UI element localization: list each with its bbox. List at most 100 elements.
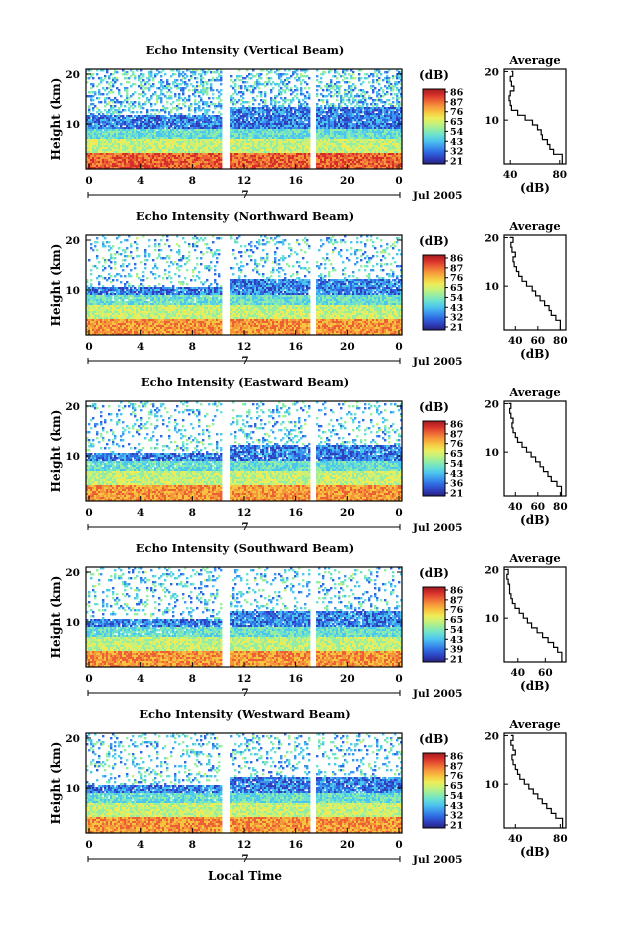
heatmap-cell: [308, 77, 310, 79]
heatmap-cell: [194, 73, 196, 75]
heatmap-cell: [126, 73, 128, 75]
heatmap-cell: [148, 79, 150, 81]
heatmap-cell: [164, 73, 166, 75]
heatmap-cell: [144, 103, 146, 105]
heatmap-cell: [242, 97, 244, 99]
heatmap-cell: [170, 97, 172, 99]
heatmap-cell: [128, 81, 130, 83]
heatmap-cell: [208, 109, 210, 111]
heatmap-cell: [260, 95, 262, 97]
heatmap-cell: [134, 105, 136, 107]
heatmap-cell: [208, 97, 210, 99]
heatmap-cell: [120, 83, 122, 85]
heatmap-cell: [116, 79, 118, 81]
heatmap-cell: [150, 105, 152, 107]
heatmap-cell: [150, 97, 152, 99]
heatmap-cell: [280, 93, 282, 95]
heatmap-cell: [288, 81, 290, 83]
heatmap-cell: [206, 83, 208, 85]
heatmap-cell: [176, 79, 178, 81]
heatmap-cell: [160, 75, 162, 77]
heatmap-cell: [284, 91, 286, 93]
heatmap-cell: [160, 101, 162, 103]
heatmap-cell: [100, 101, 102, 103]
heatmap-cell: [366, 91, 368, 93]
heatmap-cell: [272, 87, 274, 89]
heatmap-cell: [120, 95, 122, 97]
heatmap-cell: [358, 73, 360, 75]
heatmap-cell: [260, 73, 262, 75]
heatmap-cell: [320, 77, 322, 79]
heatmap-cell: [194, 111, 196, 113]
heatmap-cell: [338, 81, 340, 83]
heatmap-cell: [354, 87, 356, 89]
heatmap-cell: [260, 77, 262, 79]
heatmap-cell: [322, 89, 324, 91]
heatmap-cell: [112, 91, 114, 93]
heatmap-cell: [270, 71, 272, 73]
heatmap-cell: [292, 99, 294, 101]
heatmap-cell: [170, 87, 172, 89]
heatmap-cell: [306, 83, 308, 85]
heatmap-cell: [156, 101, 158, 103]
heatmap-cell: [372, 81, 374, 83]
heatmap-cell: [372, 91, 374, 93]
heatmap-cell: [220, 107, 222, 109]
heatmap-cell: [308, 97, 310, 99]
heatmap-cell: [166, 101, 168, 103]
heatmap-cell: [166, 107, 168, 109]
heatmap-cell: [374, 87, 376, 89]
heatmap-cell: [104, 77, 106, 79]
heatmap-cell: [220, 83, 222, 85]
heatmap-cell: [190, 77, 192, 79]
heatmap-cell: [336, 99, 338, 101]
heatmap-cell: [182, 93, 184, 95]
heatmap-cell: [308, 87, 310, 89]
heatmap-cell: [102, 93, 104, 95]
heatmap-cell: [132, 111, 134, 113]
heatmap-cell: [124, 105, 126, 107]
heatmap-cell: [300, 83, 302, 85]
heatmap-cell: [286, 73, 288, 75]
heatmap-cell: [270, 77, 272, 79]
heatmap-cell: [188, 99, 190, 101]
heatmap-cell: [320, 81, 322, 83]
heatmap-cell: [212, 93, 214, 95]
heatmap-cell: [248, 101, 250, 103]
heatmap-cell: [96, 73, 98, 75]
heatmap-cell: [190, 109, 192, 111]
heatmap-cell: [108, 77, 110, 79]
heatmap-cell: [322, 101, 324, 103]
heatmap-cell: [352, 73, 354, 75]
heatmap-cell: [148, 89, 150, 91]
heatmap-cell: [194, 95, 196, 97]
heatmap-cell: [94, 93, 96, 95]
heatmap-cell: [336, 77, 338, 79]
heatmap-cell: [138, 97, 140, 99]
heatmap-cell: [316, 89, 318, 91]
heatmap-cell: [92, 77, 94, 79]
heatmap-cell: [234, 85, 236, 87]
panel-1: Echo Intensity (Vertical Beam)2010Height…: [49, 43, 567, 202]
panel-title: Echo Intensity (Vertical Beam): [146, 43, 345, 57]
heatmap-cell: [134, 101, 136, 103]
heatmap-cell: [152, 85, 154, 87]
heatmap-cell: [144, 93, 146, 95]
heatmap-cell: [212, 89, 214, 91]
heatmap-cell: [124, 109, 126, 111]
heatmap-cell: [252, 91, 254, 93]
heatmap-cell: [220, 113, 222, 115]
heatmap-cell: [296, 93, 298, 95]
heatmap-cell: [142, 75, 144, 77]
heatmap-cell: [372, 75, 374, 77]
heatmap-cell: [98, 97, 100, 99]
heatmap-cell: [256, 95, 258, 97]
heatmap-cell: [188, 89, 190, 91]
heatmap-cell: [220, 99, 222, 101]
heatmap-cell: [134, 91, 136, 93]
heatmap-cell: [220, 89, 222, 91]
heatmap-cell: [242, 93, 244, 95]
heatmap-cell: [346, 77, 348, 79]
heatmap-cell: [92, 109, 94, 111]
heatmap-cell: [230, 75, 232, 77]
